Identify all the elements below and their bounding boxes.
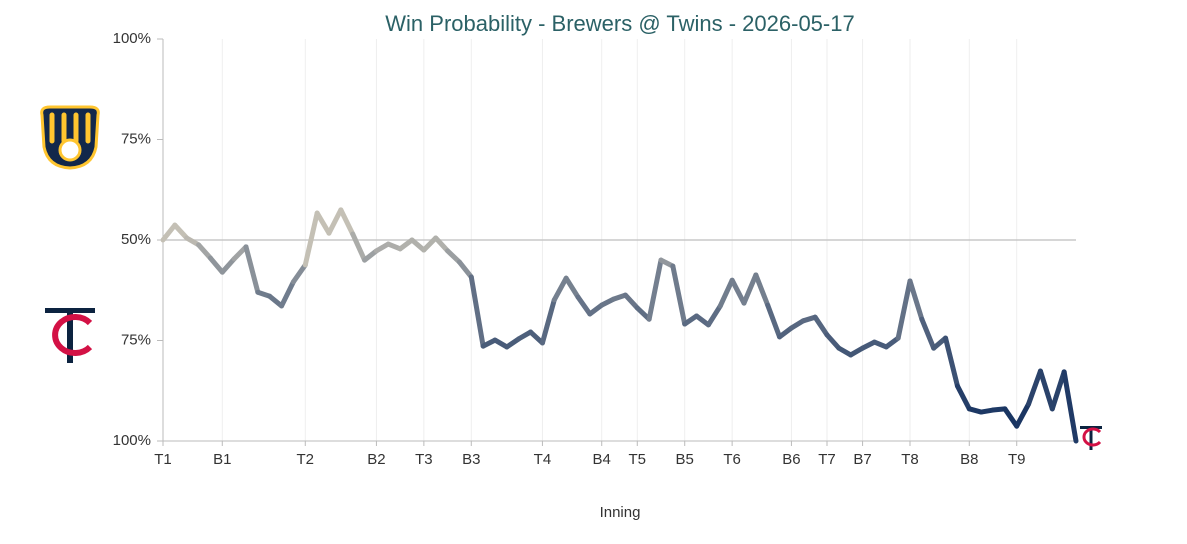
win-probability-segment [445,248,462,265]
win-probability-segment [1014,401,1032,429]
y-tick-label: 75% [121,331,151,348]
x-tick-label: T2 [297,451,315,468]
win-probability-segment [468,274,486,349]
x-tick-label: B8 [960,451,978,468]
win-probability-segment [1002,406,1020,429]
win-probability-segment [243,244,261,295]
y-tick-label: 75% [121,130,151,147]
win-probability-segment [919,316,937,351]
win-probability-segment [362,248,379,263]
win-probability-segment [279,279,296,309]
win-probability-segment [954,383,972,412]
win-probability-segment [172,222,190,241]
win-probability-segment [421,235,439,253]
win-probability-segment [729,277,747,306]
win-probability-segment [290,262,308,285]
win-probability-segment [741,272,759,306]
twins-logo [45,308,95,363]
win-probability-segment [207,255,225,275]
win-probability-segment [575,294,593,317]
y-tick-label: 100% [113,30,151,47]
win-probability-segment [1049,369,1067,412]
win-probability-segment [824,332,842,351]
win-probability-segment [563,275,581,300]
x-tick-label: T7 [818,451,836,468]
twins-logo-small [1080,426,1102,450]
win-probability-segment [907,278,925,322]
win-probability-segment [622,292,640,311]
win-probability-segment [350,231,368,263]
win-probability-segment [717,277,735,309]
win-probability-segment [1026,368,1043,407]
win-probability-segment [753,272,771,308]
win-probability-segment [338,207,356,237]
win-probability-segment [326,207,344,236]
x-tick-label: T1 [154,451,172,468]
brewers-logo [40,105,100,170]
win-probability-segment [943,335,960,389]
x-tick-label: T4 [534,451,552,468]
win-probability-segment [1037,368,1055,412]
win-probability-segment [670,263,688,327]
win-probability-segment [196,242,213,261]
x-tick-label: B5 [676,451,694,468]
win-probability-segment [409,237,427,253]
x-tick-label: B2 [367,451,385,468]
win-probability-segment [302,210,320,268]
win-probability-segment [160,222,178,243]
x-tick-label: T9 [1008,451,1026,468]
win-probability-segment [765,302,783,340]
x-tick-label: T8 [901,451,919,468]
x-tick-label: T3 [415,451,433,468]
win-probability-segment [433,235,451,254]
win-probability-segment [219,256,237,275]
x-tick-label: T5 [629,451,647,468]
x-tick-label: T6 [723,451,741,468]
win-probability-segment [895,278,913,341]
x-tick-label: B3 [462,451,480,468]
y-tick-label: 50% [121,231,151,248]
x-tick-label: B4 [593,451,611,468]
win-probability-segment [314,210,332,236]
x-axis-label: Inning [600,504,641,521]
x-tick-label: B7 [853,451,871,468]
win-probability-segment [539,297,557,346]
win-probability-segment [551,275,569,303]
win-probability-segment [456,259,474,280]
chart-title: Win Probability - Brewers @ Twins - 2026… [385,11,854,36]
win-probability-segment [646,257,664,322]
win-probability-segment [812,314,830,338]
win-probability-segment [705,303,723,328]
x-tick-label: B6 [782,451,800,468]
x-tick-label: B1 [213,451,231,468]
win-probability-segment [1061,369,1079,444]
y-tick-label: 100% [113,432,151,449]
